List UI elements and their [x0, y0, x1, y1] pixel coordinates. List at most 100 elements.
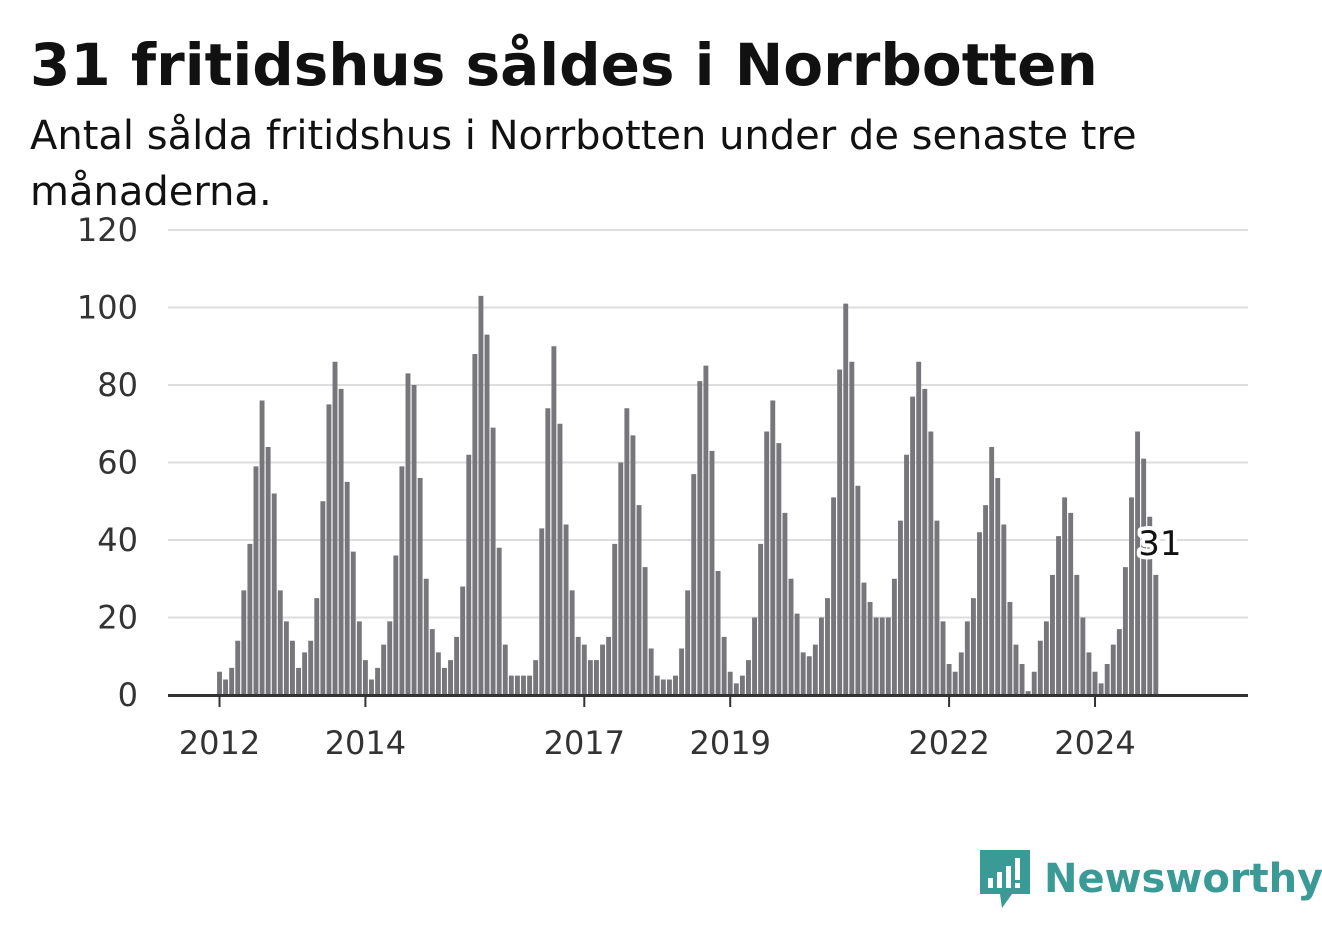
x-tick-label: 2012 [179, 724, 260, 762]
bar [600, 644, 605, 695]
bar [283, 621, 289, 695]
bar [831, 497, 837, 695]
bar [259, 400, 265, 695]
bar [265, 447, 271, 695]
bar [867, 602, 873, 695]
bar [1110, 644, 1116, 695]
bar [679, 648, 685, 695]
bar [612, 543, 618, 695]
bar [642, 567, 648, 695]
bar [1147, 516, 1153, 695]
bar [277, 590, 283, 695]
bar [521, 675, 526, 695]
bar [910, 396, 916, 695]
y-tick-label: 120 [77, 211, 138, 249]
bar [1001, 524, 1007, 695]
y-tick-label: 0 [118, 676, 138, 714]
bar [709, 450, 715, 695]
bar [837, 369, 843, 695]
bar [861, 582, 867, 695]
bar [934, 520, 940, 695]
bar [727, 671, 733, 695]
bar [302, 652, 308, 695]
bar-chart: 0 20 40 60 80 100 120 2012 2014 2017 2019 2022 2024… [77, 211, 1248, 762]
bar [1007, 602, 1013, 695]
bar [1068, 512, 1074, 695]
bar [843, 303, 849, 695]
bar [794, 613, 800, 695]
chart-subtitle: Antal sålda fritidshus i Norrbotten unde… [30, 113, 1137, 215]
bar [806, 656, 812, 695]
bar [594, 660, 599, 695]
bar [849, 361, 855, 695]
bar [1086, 652, 1092, 695]
bar [423, 578, 429, 695]
bar [1122, 567, 1128, 695]
bar [442, 667, 447, 695]
bar [338, 388, 344, 695]
bar [758, 543, 764, 695]
bar [271, 493, 277, 695]
bar [332, 361, 338, 695]
bar [454, 636, 460, 695]
bar [964, 621, 970, 695]
bar [752, 617, 757, 695]
bar [587, 660, 593, 695]
bar [606, 636, 612, 695]
bar [1037, 640, 1043, 695]
y-tick-label: 60 [97, 444, 138, 482]
bar [417, 478, 423, 695]
bar [952, 671, 958, 695]
y-tick-label: 100 [77, 289, 138, 327]
bar [1116, 629, 1122, 695]
bar [818, 617, 824, 695]
data-labels: 31 [1134, 520, 1185, 568]
bar [253, 466, 259, 695]
bar [393, 555, 399, 695]
brand-name: Newsworthy [1044, 856, 1322, 902]
bar [654, 675, 660, 695]
bar [314, 598, 320, 695]
bar [1019, 664, 1025, 695]
bar [563, 524, 569, 695]
bar [673, 675, 678, 695]
bar [369, 679, 374, 695]
bar [715, 571, 721, 695]
bar [1104, 664, 1110, 695]
bar [1135, 431, 1141, 695]
bar [375, 667, 381, 695]
bar [502, 644, 508, 695]
data-label: 31 [1138, 524, 1181, 564]
bar [1062, 497, 1068, 695]
bar [223, 679, 229, 695]
bar [1141, 458, 1147, 695]
bar [290, 640, 295, 695]
bar [344, 481, 350, 695]
bar [764, 431, 770, 695]
bar [381, 644, 387, 695]
bar [326, 404, 332, 695]
bar [527, 675, 533, 695]
bar [879, 617, 885, 695]
bar [1092, 671, 1098, 695]
bar [703, 365, 709, 695]
bar [970, 598, 976, 695]
bar [539, 528, 545, 695]
bar [581, 644, 587, 695]
bar [429, 629, 435, 695]
bar [648, 648, 654, 695]
bar [356, 621, 362, 695]
bar [958, 652, 964, 695]
bar [885, 617, 891, 695]
bar [782, 512, 788, 695]
bar [308, 640, 314, 695]
bar [478, 295, 484, 695]
bar [636, 505, 642, 695]
bar [812, 644, 818, 695]
bar [977, 532, 982, 695]
bar [466, 454, 472, 695]
bar [490, 427, 496, 695]
bar [362, 660, 368, 695]
bar [1050, 574, 1055, 695]
bar [660, 679, 666, 695]
